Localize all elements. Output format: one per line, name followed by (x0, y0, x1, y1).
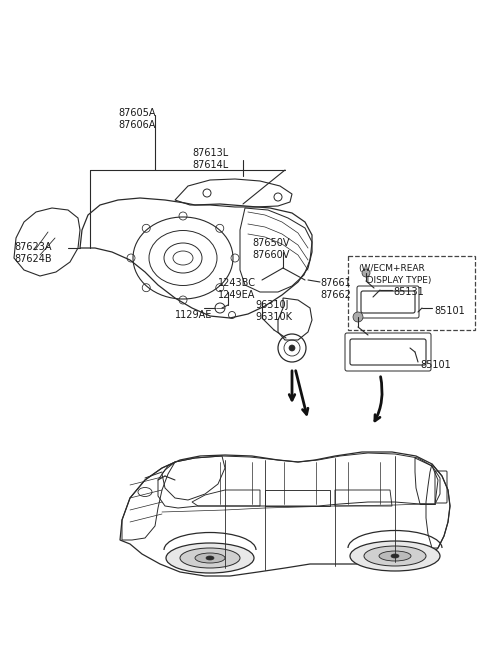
Text: 96310J: 96310J (255, 300, 288, 310)
Ellipse shape (350, 541, 440, 571)
Circle shape (362, 269, 370, 277)
Ellipse shape (206, 556, 214, 560)
Ellipse shape (379, 551, 411, 561)
Text: 87650V: 87650V (252, 238, 289, 248)
Text: 1129AE: 1129AE (175, 310, 212, 320)
Ellipse shape (391, 554, 399, 558)
Text: 87623A: 87623A (14, 242, 51, 252)
Text: 87613L: 87613L (192, 148, 228, 158)
Text: 87605A: 87605A (118, 108, 156, 118)
Circle shape (289, 345, 295, 351)
Text: 87606A: 87606A (118, 120, 156, 130)
Text: (W/ECM+REAR: (W/ECM+REAR (358, 264, 425, 273)
Text: 87661: 87661 (320, 278, 351, 288)
Ellipse shape (166, 543, 254, 573)
Text: 87660V: 87660V (252, 250, 289, 260)
Text: 96310K: 96310K (255, 312, 292, 322)
Text: 87614L: 87614L (192, 160, 228, 170)
Circle shape (353, 312, 363, 322)
Text: 1243BC: 1243BC (218, 278, 256, 288)
Text: 85131: 85131 (393, 287, 424, 297)
Bar (348, 256, 475, 330)
Ellipse shape (180, 548, 240, 568)
Text: 85101: 85101 (434, 306, 465, 316)
Ellipse shape (364, 546, 426, 566)
Text: 87624B: 87624B (14, 254, 52, 264)
Text: 85101: 85101 (420, 360, 451, 370)
Text: 87662: 87662 (320, 290, 351, 300)
Text: DISPLAY TYPE): DISPLAY TYPE) (358, 276, 432, 285)
Ellipse shape (195, 553, 225, 563)
Text: 1249EA: 1249EA (218, 290, 255, 300)
